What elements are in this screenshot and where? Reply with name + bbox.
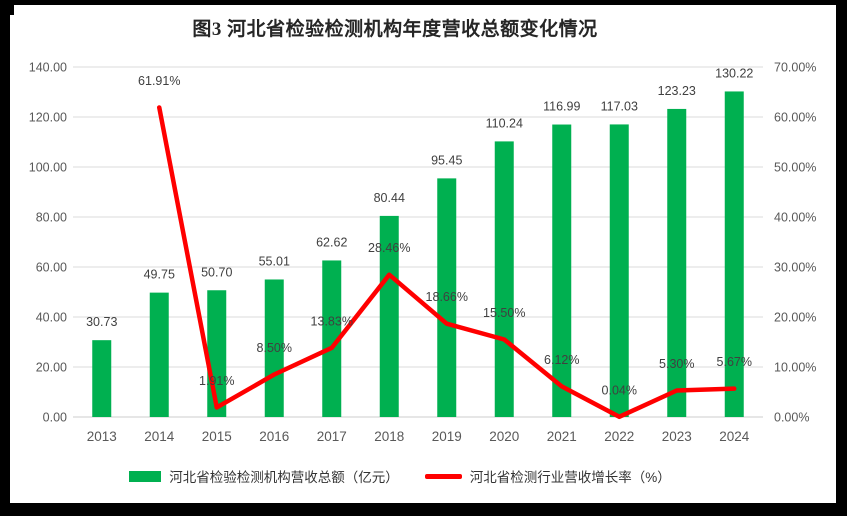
bar-label-2018: 80.44: [374, 191, 405, 205]
bar-2013: [92, 340, 112, 417]
bar-2017: [322, 260, 342, 417]
bar-2014: [149, 292, 169, 417]
bar-label-2024: 130.22: [715, 66, 753, 80]
line-label-2019: 18.66%: [426, 290, 468, 304]
left-axis-tick-100.00: 100.00: [29, 161, 67, 175]
legend-bar-swatch-icon: [129, 470, 162, 482]
growth-rate-line: [157, 105, 737, 420]
x-label-2014: 2014: [144, 429, 175, 444]
bar-label-2019: 95.45: [431, 153, 462, 167]
x-label-2019: 2019: [432, 429, 462, 444]
bar-label-2023: 123.23: [658, 84, 696, 98]
chart-page: 图3 河北省检验检测机构年度营收总额变化情况 0.00 0.00% 20.00 10.…: [10, 5, 836, 503]
right-axis-tick-0.00%: 0.00%: [774, 411, 809, 425]
left-axis-tick-60.00: 60.00: [36, 261, 67, 275]
chart-plot-area: 0.00 0.00% 20.00 10.00% 40.00 20.00% 60.00 30.0…: [29, 61, 817, 445]
bar-2018: [379, 215, 399, 417]
right-axis-tick-40.00%: 40.00%: [774, 211, 816, 225]
right-axis-tick-60.00%: 60.00%: [774, 111, 816, 125]
bar-label-2014: 49.75: [144, 268, 175, 282]
legend-line-swatch-icon: [424, 473, 462, 479]
left-axis-tick-120.00: 120.00: [29, 111, 67, 125]
bar-label-2013: 30.73: [86, 315, 117, 329]
left-axis-tick-40.00: 40.00: [36, 311, 67, 325]
x-label-2018: 2018: [374, 429, 404, 444]
scan-corner-artifact: [0, 0, 14, 15]
bar-2024: [724, 91, 744, 417]
x-label-2020: 2020: [489, 429, 519, 444]
bar-2023: [667, 108, 687, 418]
bar-2020: [494, 141, 514, 417]
bar-2016: [264, 279, 284, 417]
legend-item-revenue: 河北省检验检测机构营收总额（亿元）: [129, 466, 399, 486]
line-label-2022: 0.04%: [602, 383, 637, 397]
x-label-2023: 2023: [662, 429, 692, 444]
bar-label-2015: 50.70: [201, 265, 232, 279]
line-label-2023: 5.30%: [659, 357, 694, 371]
x-label-2016: 2016: [259, 429, 289, 444]
right-axis-tick-20.00%: 20.00%: [774, 311, 816, 325]
bar-2022: [609, 124, 629, 418]
bar-label-2016: 55.01: [259, 254, 290, 268]
line-label-2021: 6.12%: [544, 353, 579, 367]
line-label-2015: 1.91%: [199, 374, 234, 388]
x-label-2024: 2024: [719, 429, 750, 444]
right-axis-tick-10.00%: 10.00%: [774, 361, 816, 375]
x-label-2017: 2017: [317, 429, 347, 444]
line-label-2014: 61.91%: [138, 74, 180, 88]
line-label-2024: 5.67%: [717, 355, 752, 369]
x-label-2015: 2015: [202, 429, 232, 444]
bar-2019: [437, 178, 457, 417]
x-label-2022: 2022: [604, 429, 634, 444]
left-axis-tick-80.00: 80.00: [36, 211, 67, 225]
right-axis-tick-30.00%: 30.00%: [774, 261, 816, 275]
left-axis-tick-0.00: 0.00: [43, 411, 67, 425]
line-label-2020: 15.50%: [483, 306, 525, 320]
legend-label-revenue: 河北省检验检测机构营收总额（亿元）: [169, 470, 399, 485]
chart-legend: 河北省检验检测机构营收总额（亿元） 河北省检测行业营收增长率（%）: [10, 466, 790, 486]
right-axis-tick-70.00%: 70.00%: [774, 61, 816, 75]
left-axis-tick-20.00: 20.00: [36, 361, 67, 375]
x-label-2013: 2013: [87, 429, 117, 444]
line-label-2018: 28.46%: [368, 241, 410, 255]
bar-label-2022: 117.03: [601, 99, 638, 113]
legend-label-growth-rate: 河北省检测行业营收增长率（%）: [469, 470, 671, 485]
line-label-2016: 8.50%: [257, 341, 292, 355]
left-axis-tick-140.00: 140.00: [29, 61, 67, 75]
bar-2021: [552, 124, 572, 418]
right-axis-tick-50.00%: 50.00%: [774, 161, 816, 175]
chart-title: 图3 河北省检验检测机构年度营收总额变化情况: [192, 19, 598, 40]
line-label-2017: 13.83%: [311, 314, 353, 328]
bar-label-2020: 110.24: [486, 116, 523, 130]
legend-item-growth-rate: 河北省检测行业营收增长率（%）: [424, 466, 671, 486]
x-label-2021: 2021: [547, 429, 577, 444]
bar-label-2017: 62.62: [316, 235, 347, 249]
bar-label-2021: 116.99: [543, 100, 580, 114]
